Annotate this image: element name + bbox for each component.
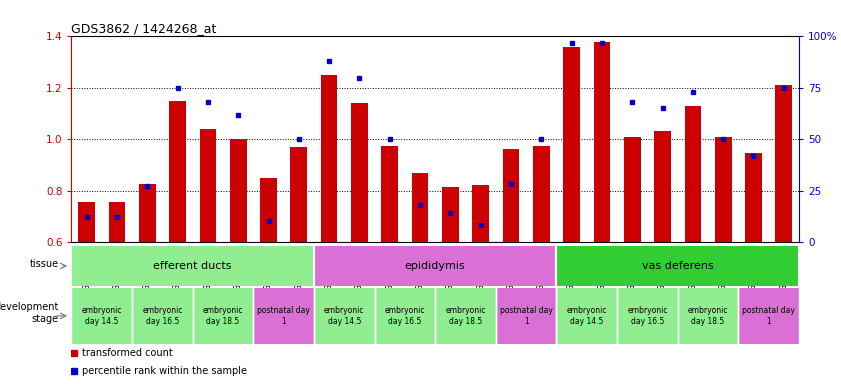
Text: transformed count: transformed count	[82, 348, 173, 358]
Bar	[745, 153, 762, 242]
Text: embryonic
day 16.5: embryonic day 16.5	[384, 306, 426, 326]
Text: embryonic
day 16.5: embryonic day 16.5	[142, 306, 182, 326]
Bar	[496, 288, 557, 344]
Bar	[382, 146, 398, 242]
Bar	[320, 75, 337, 242]
Bar	[314, 288, 374, 344]
Bar	[314, 246, 557, 286]
Bar	[557, 288, 617, 344]
Bar	[78, 202, 95, 242]
Text: embryonic
day 16.5: embryonic day 16.5	[627, 306, 668, 326]
Bar	[260, 178, 277, 242]
Bar	[193, 288, 253, 344]
Bar	[351, 103, 368, 242]
Bar	[290, 147, 307, 242]
Bar	[230, 139, 246, 242]
Text: embryonic
day 14.5: embryonic day 14.5	[324, 306, 364, 326]
Text: embryonic
day 18.5: embryonic day 18.5	[445, 306, 486, 326]
Text: embryonic
day 18.5: embryonic day 18.5	[203, 306, 243, 326]
Bar	[624, 137, 641, 242]
Text: development
stage: development stage	[0, 302, 59, 324]
Bar	[108, 202, 125, 242]
Bar	[71, 288, 132, 344]
Bar	[71, 246, 314, 286]
Bar	[685, 106, 701, 242]
Bar	[594, 41, 611, 242]
Text: efferent ducts: efferent ducts	[153, 261, 232, 271]
Bar	[442, 187, 458, 242]
Bar	[199, 129, 216, 242]
Bar	[435, 288, 496, 344]
Text: percentile rank within the sample: percentile rank within the sample	[82, 366, 247, 376]
Bar	[169, 101, 186, 242]
Bar	[617, 288, 678, 344]
Bar	[678, 288, 738, 344]
Bar	[139, 184, 156, 242]
Text: GDS3862 / 1424268_at: GDS3862 / 1424268_at	[71, 22, 217, 35]
Text: postnatal day
1: postnatal day 1	[743, 306, 795, 326]
Text: postnatal day
1: postnatal day 1	[500, 306, 553, 326]
Text: tissue: tissue	[29, 259, 59, 269]
Text: vas deferens: vas deferens	[642, 261, 713, 271]
Bar	[503, 149, 520, 242]
Text: epididymis: epididymis	[405, 261, 466, 271]
Bar	[412, 172, 428, 242]
Bar	[473, 185, 489, 242]
Bar	[557, 246, 799, 286]
Bar	[738, 288, 799, 344]
Text: embryonic
day 18.5: embryonic day 18.5	[688, 306, 728, 326]
Bar	[715, 137, 732, 242]
Bar	[374, 288, 435, 344]
Bar	[132, 288, 193, 344]
Bar	[654, 131, 671, 242]
Bar	[533, 146, 550, 242]
Bar	[775, 85, 792, 242]
Text: embryonic
day 14.5: embryonic day 14.5	[567, 306, 607, 326]
Bar	[253, 288, 314, 344]
Text: embryonic
day 14.5: embryonic day 14.5	[82, 306, 122, 326]
Bar	[563, 47, 580, 242]
Text: postnatal day
1: postnatal day 1	[257, 306, 310, 326]
